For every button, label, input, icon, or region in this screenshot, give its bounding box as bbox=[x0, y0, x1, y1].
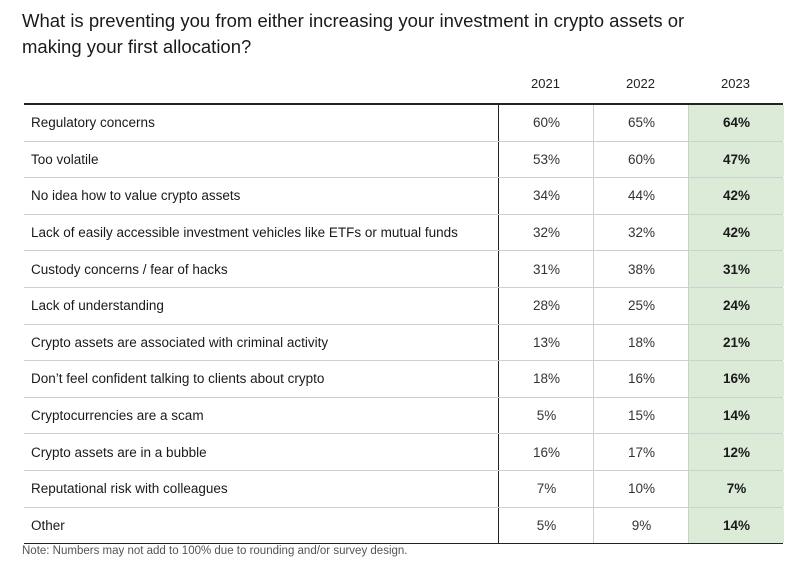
row-label: No idea how to value crypto assets bbox=[31, 188, 241, 204]
row-label: Reputational risk with colleagues bbox=[31, 481, 228, 497]
value-cell-2023: 7% bbox=[688, 470, 784, 507]
value-cell-2021: 32% bbox=[498, 214, 594, 251]
value-cell-2023: 16% bbox=[688, 361, 784, 397]
value-cell-2022: 9% bbox=[593, 507, 689, 544]
value-cell-2022: 17% bbox=[593, 434, 689, 470]
column-header-2021: 2021 bbox=[531, 76, 560, 91]
table-row: Reputational risk with colleagues 7% 10% 7% bbox=[24, 470, 784, 508]
value-cell-2021: 53% bbox=[498, 141, 594, 178]
value-cell-2022: 32% bbox=[593, 214, 689, 251]
row-label: Regulatory concerns bbox=[31, 115, 155, 131]
row-label: Too volatile bbox=[31, 151, 99, 167]
row-label: Lack of easily accessible investment veh… bbox=[31, 225, 458, 241]
value-cell-2022: 65% bbox=[593, 105, 689, 141]
table-row: Cryptocurrencies are a scam 5% 15% 14% bbox=[24, 397, 784, 435]
value-cell-2022: 18% bbox=[593, 324, 689, 361]
value-cell-2022: 60% bbox=[593, 141, 689, 178]
value-cell-2022: 10% bbox=[593, 470, 689, 507]
value-cell-2022: 25% bbox=[593, 287, 689, 324]
chart-title: What is preventing you from either incre… bbox=[22, 10, 685, 57]
value-cell-2023: 12% bbox=[688, 434, 784, 470]
value-cell-2022: 44% bbox=[593, 178, 689, 214]
value-cell-2023: 14% bbox=[688, 397, 784, 434]
value-cell-2023: 42% bbox=[688, 214, 784, 251]
column-header-2023: 2023 bbox=[721, 76, 750, 91]
value-cell-2021: 7% bbox=[498, 470, 594, 507]
row-label: Other bbox=[31, 517, 65, 533]
table-row: Regulatory concerns 60% 65% 64% bbox=[24, 105, 784, 142]
value-cell-2021: 16% bbox=[498, 434, 594, 470]
value-cell-2023: 47% bbox=[688, 141, 784, 178]
table-row: Crypto assets are in a bubble 16% 17% 12% bbox=[24, 434, 784, 471]
value-cell-2023: 14% bbox=[688, 507, 784, 544]
row-label: Crypto assets are associated with crimin… bbox=[31, 334, 329, 350]
survey-table: 2021 2022 2023 Regulatory concerns 60% 65%… bbox=[24, 68, 784, 545]
value-cell-2022: 38% bbox=[593, 251, 689, 287]
value-cell-2021: 28% bbox=[498, 287, 594, 324]
row-label: Crypto assets are in a bubble bbox=[31, 444, 207, 460]
footnote: Note: Numbers may not add to 100% due to… bbox=[22, 545, 408, 557]
value-cell-2021: 60% bbox=[498, 105, 594, 141]
table-body: Regulatory concerns 60% 65% 64% Too volatile… bbox=[24, 105, 784, 545]
row-label: Lack of understanding bbox=[31, 298, 164, 314]
value-cell-2021: 18% bbox=[498, 361, 594, 397]
table-row: Other 5% 9% 14% bbox=[24, 507, 784, 545]
value-cell-2021: 34% bbox=[498, 178, 594, 214]
table-header: 2021 2022 2023 bbox=[24, 68, 783, 105]
value-cell-2023: 31% bbox=[688, 251, 784, 287]
value-cell-2021: 13% bbox=[498, 324, 594, 361]
value-cell-2022: 16% bbox=[593, 361, 689, 397]
value-cell-2021: 5% bbox=[498, 507, 594, 544]
value-cell-2022: 15% bbox=[593, 397, 689, 434]
value-cell-2023: 42% bbox=[688, 178, 784, 214]
table-row: Don’t feel confident talking to clients … bbox=[24, 361, 784, 398]
value-cell-2021: 31% bbox=[498, 251, 594, 287]
table-row: Lack of understanding 28% 25% 24% bbox=[24, 287, 784, 325]
row-label: Custody concerns / fear of hacks bbox=[31, 261, 228, 277]
table-row: Lack of easily accessible investment veh… bbox=[24, 214, 784, 252]
row-label: Don’t feel confident talking to clients … bbox=[31, 371, 325, 387]
column-header-2022: 2022 bbox=[626, 76, 655, 91]
row-label: Cryptocurrencies are a scam bbox=[31, 408, 204, 424]
table-row: No idea how to value crypto assets 34% 44%… bbox=[24, 178, 784, 215]
value-cell-2021: 5% bbox=[498, 397, 594, 434]
value-cell-2023: 24% bbox=[688, 287, 784, 324]
value-cell-2023: 21% bbox=[688, 324, 784, 361]
table-row: Too volatile 53% 60% 47% bbox=[24, 141, 784, 179]
value-cell-2023: 64% bbox=[688, 105, 784, 141]
table-row: Crypto assets are associated with crimin… bbox=[24, 324, 784, 362]
table-row: Custody concerns / fear of hacks 31% 38% 31… bbox=[24, 251, 784, 288]
